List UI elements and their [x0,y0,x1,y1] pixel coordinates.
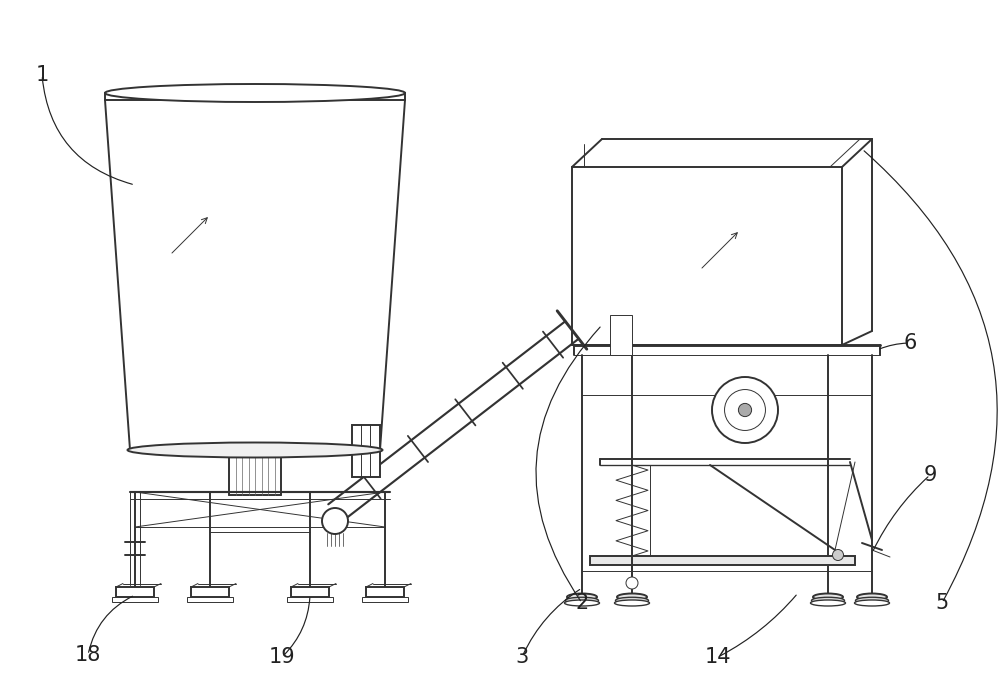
Text: 2: 2 [575,593,589,613]
Circle shape [833,549,844,560]
Bar [112,597,158,602]
Bar [590,556,855,565]
Ellipse shape [567,593,597,601]
Ellipse shape [614,600,650,606]
Ellipse shape [813,593,843,601]
Text: 9: 9 [923,465,937,485]
Ellipse shape [105,84,405,102]
Text: 3: 3 [515,647,529,667]
Circle shape [626,577,638,589]
Ellipse shape [566,597,598,603]
Bar [287,597,333,602]
Text: 1: 1 [35,65,49,85]
Text: 14: 14 [705,647,731,667]
Bar [362,597,408,602]
Circle shape [712,377,778,443]
Ellipse shape [856,597,889,603]
Ellipse shape [616,597,648,603]
Bar [187,597,233,602]
Bar [191,587,229,597]
Circle shape [738,403,752,416]
Text: 19: 19 [269,647,295,667]
Ellipse shape [564,600,600,606]
Text: 6: 6 [903,333,917,353]
Bar [610,315,632,355]
Bar [291,587,329,597]
Bar [366,587,404,597]
Ellipse shape [128,443,382,458]
Circle shape [322,508,348,534]
Ellipse shape [810,600,845,606]
Circle shape [725,390,765,430]
Ellipse shape [811,597,844,603]
Bar [352,425,380,477]
Ellipse shape [857,593,887,601]
Bar [116,587,154,597]
Text: 18: 18 [75,645,101,665]
Text: 5: 5 [935,593,949,613]
Ellipse shape [854,600,890,606]
Ellipse shape [617,593,647,601]
